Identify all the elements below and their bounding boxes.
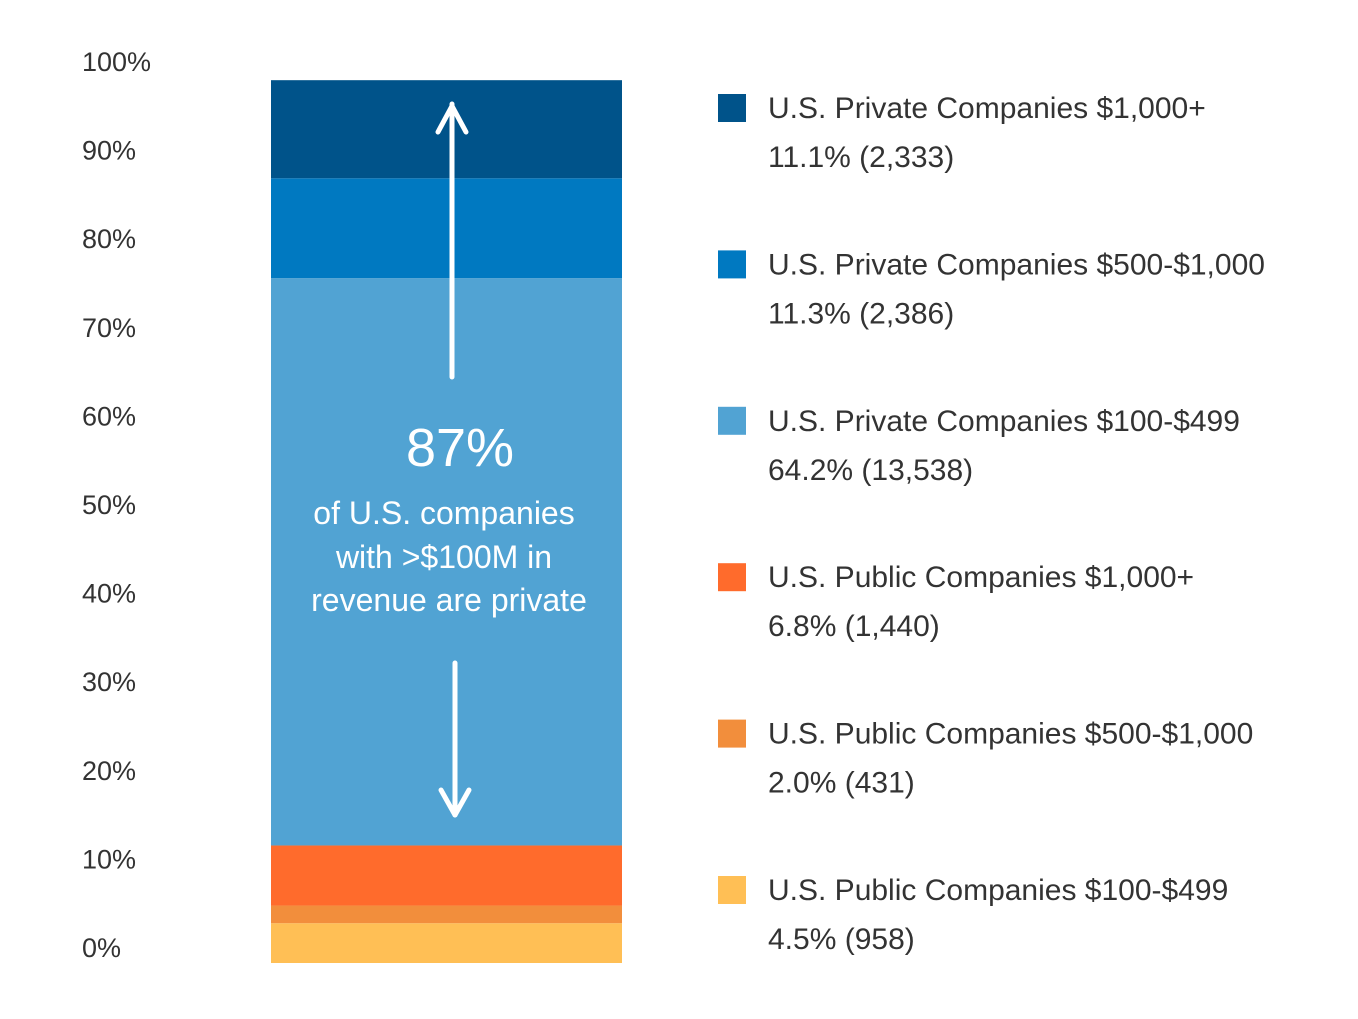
legend-swatch (718, 719, 746, 748)
bar-segment-4 (271, 178, 622, 279)
legend-detail: 11.1% (2,333) (768, 141, 954, 174)
y-tick-label: 60% (82, 401, 136, 431)
y-tick-label: 80% (82, 224, 136, 254)
legend-label: U.S. Private Companies $500-$1,000 (768, 248, 1265, 281)
y-tick-label: 50% (82, 490, 136, 520)
y-tick-label: 40% (82, 579, 136, 609)
y-tick-label: 20% (82, 756, 136, 786)
legend-label: U.S. Public Companies $100-$499 (768, 874, 1228, 907)
legend-label: U.S. Private Companies $100-$499 (768, 405, 1240, 438)
annotation-line-3: revenue are private (311, 582, 587, 618)
y-tick-label: 30% (82, 667, 136, 697)
up-arrow-head (435, 103, 469, 135)
annotation-line-1: of U.S. companies (313, 495, 574, 531)
legend-swatch (718, 406, 746, 435)
bar-segments (271, 80, 622, 963)
annotation-value: 87% (406, 418, 514, 478)
bar-segment-1 (271, 905, 622, 924)
private-share-annotation: 87% of U.S. companies with >$100M in rev… (311, 101, 587, 818)
legend-detail: 6.8% (1,440) (768, 610, 940, 643)
legend-label: U.S. Private Companies $1,000+ (768, 92, 1206, 125)
legend-detail: 4.5% (958) (768, 923, 915, 956)
legend-detail: 64.2% (13,538) (768, 454, 973, 487)
legend-swatch (718, 250, 746, 279)
y-tick-label: 90% (82, 136, 136, 166)
legend-label: U.S. Public Companies $500-$1,000 (768, 718, 1253, 751)
y-tick-label: 10% (82, 844, 136, 874)
y-axis: 0% 10% 20% 30% 40% 50% 60% 70% 80% 90% 100% (82, 47, 151, 963)
legend-swatch (718, 876, 746, 904)
bar-segment-3 (271, 278, 622, 846)
y-tick-label: 70% (82, 313, 136, 343)
legend-label: U.S. Public Companies $1,000+ (768, 561, 1194, 594)
bar-segment-5 (271, 80, 622, 179)
bar-segment-0 (271, 923, 622, 963)
y-tick-label: 0% (82, 933, 121, 963)
down-arrow-head (438, 787, 472, 818)
legend-swatch (718, 94, 746, 122)
bar-segment-2 (271, 845, 622, 906)
legend: U.S. Private Companies $1,000+ 11.1% (2,3… (718, 92, 1265, 956)
legend-detail: 11.3% (2,386) (768, 297, 954, 330)
legend-swatch (718, 563, 746, 592)
legend-detail: 2.0% (431) (768, 767, 915, 800)
y-tick-label: 100% (82, 47, 151, 77)
annotation-line-2: with >$100M in (335, 539, 552, 575)
